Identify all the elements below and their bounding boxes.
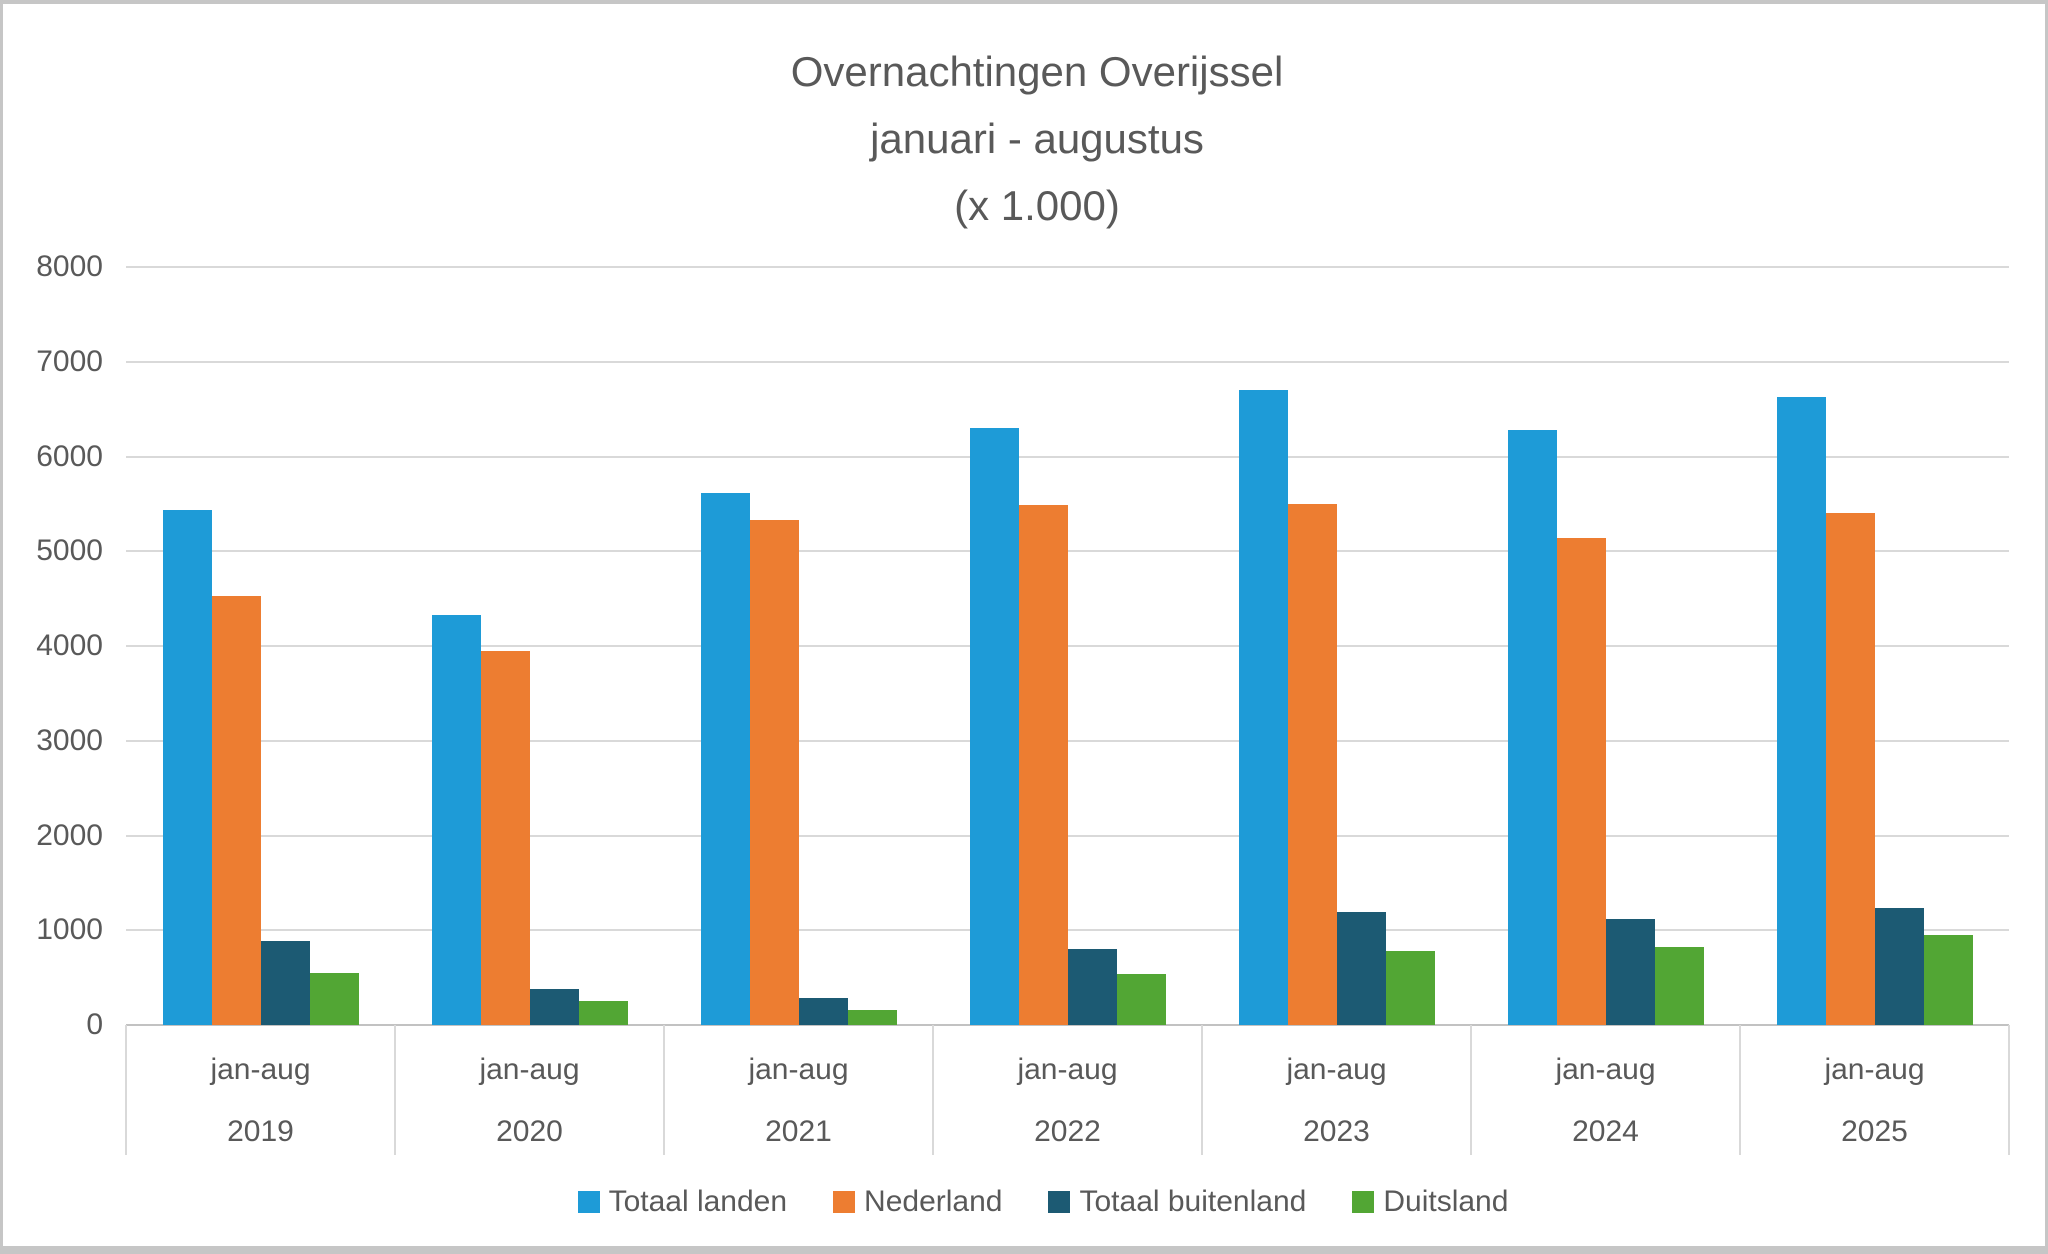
category-year-label: 2022 bbox=[1034, 1115, 1101, 1148]
category-year-label: 2021 bbox=[765, 1115, 832, 1148]
category-period-label: jan-aug bbox=[1555, 1053, 1656, 1086]
bar-nederland-2024 bbox=[1556, 537, 1606, 1025]
legend-label: Duitsland bbox=[1383, 1185, 1509, 1218]
bar-totaal-buitenland-2023 bbox=[1336, 912, 1386, 1025]
bar-totaal-buitenland-2019 bbox=[260, 940, 310, 1025]
bar-totaal-landen-2024 bbox=[1507, 429, 1557, 1025]
legend-label: Totaal buitenland bbox=[1079, 1185, 1307, 1218]
category-cell-2021: jan-aug 2021 bbox=[664, 1025, 933, 1155]
category-period-label: jan-aug bbox=[1017, 1053, 1118, 1086]
category-year-label: 2025 bbox=[1841, 1115, 1908, 1148]
y-tick-label-0: 0 bbox=[86, 1008, 103, 1041]
gridline-8000 bbox=[126, 266, 2009, 268]
y-tick-label-7000: 7000 bbox=[36, 344, 103, 378]
category-period-label: jan-aug bbox=[479, 1053, 580, 1086]
bar-duitsland-2021 bbox=[847, 1009, 897, 1025]
legend-swatch-icon bbox=[1048, 1191, 1071, 1213]
gridline-4000 bbox=[126, 645, 2009, 647]
bar-duitsland-2025 bbox=[1923, 934, 1973, 1025]
bar-nederland-2022 bbox=[1018, 504, 1068, 1025]
bar-duitsland-2023 bbox=[1385, 951, 1435, 1025]
category-period-label: jan-aug bbox=[748, 1053, 849, 1086]
category-year-label: 2024 bbox=[1572, 1115, 1639, 1148]
bar-totaal-landen-2019 bbox=[162, 509, 212, 1025]
legend-swatch-icon bbox=[1352, 1191, 1375, 1213]
y-tick-label-5000: 5000 bbox=[36, 534, 103, 568]
legend-swatch-icon bbox=[833, 1191, 856, 1213]
y-tick-label-4000: 4000 bbox=[36, 629, 103, 662]
gridline-2000 bbox=[126, 834, 2009, 837]
bar-duitsland-2020 bbox=[578, 1001, 628, 1025]
legend-item-totaal-buitenland: Totaal buitenland bbox=[1048, 1184, 1306, 1220]
bar-nederland-2019 bbox=[211, 595, 261, 1025]
bar-totaal-buitenland-2020 bbox=[529, 988, 579, 1025]
gridline-5000 bbox=[126, 550, 2009, 553]
category-period-label: jan-aug bbox=[1286, 1053, 1387, 1086]
bar-totaal-buitenland-2025 bbox=[1874, 908, 1924, 1025]
category-border bbox=[1470, 1025, 1472, 1155]
legend-swatch-icon bbox=[577, 1191, 600, 1213]
y-tick-label-8000: 8000 bbox=[36, 250, 103, 283]
category-cell-2022: jan-aug 2022 bbox=[933, 1025, 1202, 1155]
category-border bbox=[2008, 1025, 2010, 1155]
bar-nederland-2021 bbox=[749, 519, 799, 1025]
bar-totaal-buitenland-2022 bbox=[1067, 949, 1117, 1025]
chart-title: Overnachtingen Overijssel januari - augu… bbox=[37, 38, 2037, 239]
gridline-6000 bbox=[126, 455, 2009, 458]
category-cell-2019: jan-aug 2019 bbox=[126, 1025, 395, 1155]
category-border bbox=[1739, 1025, 1741, 1155]
category-cell-2025: jan-aug 2025 bbox=[1740, 1025, 2009, 1155]
category-cell-2024: jan-aug 2024 bbox=[1471, 1025, 1740, 1155]
bar-nederland-2020 bbox=[480, 650, 530, 1025]
category-period-label: jan-aug bbox=[1824, 1053, 1925, 1086]
x-axis-line bbox=[126, 1024, 2009, 1026]
bar-duitsland-2019 bbox=[309, 972, 359, 1025]
legend-label: Nederland bbox=[864, 1185, 1003, 1218]
category-year-label: 2023 bbox=[1303, 1115, 1370, 1148]
category-border bbox=[394, 1025, 396, 1155]
bar-totaal-buitenland-2021 bbox=[798, 998, 848, 1025]
legend: Totaal landen Nederland Totaal buitenland D… bbox=[3, 1184, 2045, 1220]
bar-totaal-landen-2021 bbox=[700, 493, 750, 1025]
bar-duitsland-2022 bbox=[1116, 973, 1166, 1025]
y-tick-label-2000: 2000 bbox=[36, 818, 103, 852]
bar-totaal-landen-2020 bbox=[431, 614, 481, 1025]
y-tick-label-3000: 3000 bbox=[36, 723, 103, 757]
legend-item-nederland: Nederland bbox=[833, 1184, 1002, 1220]
bar-nederland-2023 bbox=[1287, 503, 1337, 1025]
category-border bbox=[932, 1025, 934, 1155]
chart-title-line3: (x 1.000) bbox=[954, 182, 1120, 229]
gridline-3000 bbox=[126, 739, 2009, 742]
legend-item-totaal-landen: Totaal landen bbox=[577, 1184, 788, 1220]
category-border bbox=[663, 1025, 665, 1155]
gridline-7000 bbox=[126, 360, 2009, 363]
legend-item-duitsland: Duitsland bbox=[1352, 1184, 1508, 1220]
chart-title-line2: januari - augustus bbox=[870, 115, 1204, 162]
bar-totaal-landen-2022 bbox=[969, 428, 1019, 1025]
category-period-label: jan-aug bbox=[210, 1053, 311, 1086]
category-year-label: 2019 bbox=[227, 1115, 294, 1148]
bar-totaal-landen-2023 bbox=[1238, 390, 1288, 1025]
bar-nederland-2025 bbox=[1825, 513, 1875, 1025]
y-tick-label-6000: 6000 bbox=[36, 439, 103, 473]
chart-title-line1: Overnachtingen Overijssel bbox=[790, 48, 1284, 95]
bar-totaal-buitenland-2024 bbox=[1605, 918, 1655, 1025]
legend-label: Totaal landen bbox=[608, 1185, 788, 1218]
category-cell-2023: jan-aug 2023 bbox=[1202, 1025, 1471, 1155]
y-tick-label-1000: 1000 bbox=[36, 913, 103, 947]
bar-totaal-landen-2025 bbox=[1776, 396, 1826, 1025]
category-cell-2020: jan-aug 2020 bbox=[395, 1025, 664, 1155]
category-year-label: 2020 bbox=[496, 1115, 563, 1148]
gridline-1000 bbox=[126, 929, 2009, 932]
bar-duitsland-2024 bbox=[1654, 947, 1704, 1025]
category-border bbox=[1201, 1025, 1203, 1155]
category-border bbox=[125, 1025, 127, 1155]
